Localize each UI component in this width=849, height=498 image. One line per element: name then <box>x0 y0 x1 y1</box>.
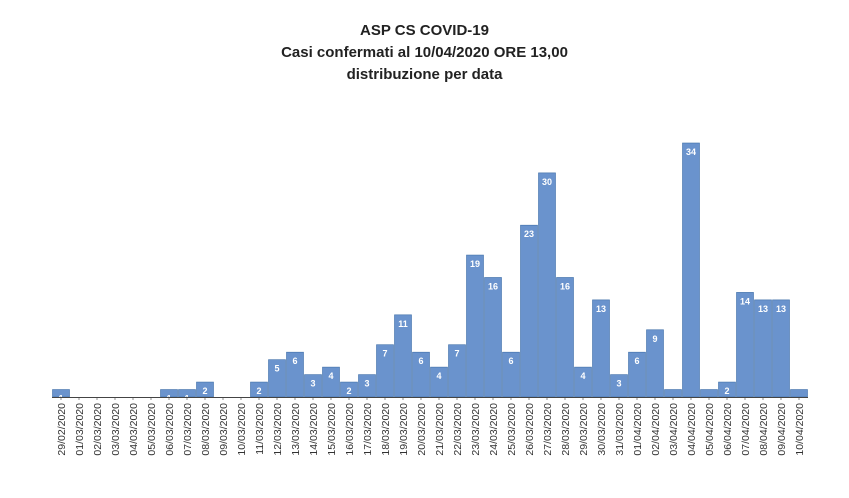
bar-value-label: 13 <box>758 304 768 314</box>
bar-value-label: 9 <box>652 334 657 344</box>
bar-value-label: 13 <box>776 304 786 314</box>
x-tick-label: 21/03/2020 <box>434 403 446 456</box>
bar-value-label: 13 <box>596 304 606 314</box>
x-tick-label: 18/03/2020 <box>380 403 392 456</box>
bar-value-label: 3 <box>616 379 621 389</box>
x-tick-label: 08/04/2020 <box>758 403 770 456</box>
x-tick-label: 05/03/2020 <box>146 403 158 456</box>
bar-value-label: 2 <box>202 386 207 396</box>
chart-title: ASP CS COVID-19 <box>360 22 489 39</box>
bar-value-label: 6 <box>508 356 513 366</box>
x-tick-label: 05/04/2020 <box>704 403 716 456</box>
x-tick-label: 11/03/2020 <box>254 403 266 455</box>
x-tick-label: 15/03/2020 <box>326 403 338 456</box>
x-tick-label: 09/04/2020 <box>776 403 788 456</box>
bar-value-label: 34 <box>686 147 696 157</box>
bar-04-04-2020 <box>682 142 700 398</box>
x-tick-label: 22/03/2020 <box>452 403 464 456</box>
bar-value-label: 19 <box>470 259 480 269</box>
x-tick-label: 13/03/2020 <box>290 403 302 456</box>
x-tick-label: 30/03/2020 <box>596 403 608 456</box>
bar-07-04-2020 <box>736 292 754 398</box>
bar-value-label: 16 <box>560 281 570 291</box>
bar-value-label: 16 <box>488 281 498 291</box>
x-tick-label: 07/03/2020 <box>182 403 194 456</box>
bar-value-label: 4 <box>436 371 441 381</box>
x-tick-label: 10/04/2020 <box>794 403 806 456</box>
bar-26-03-2020 <box>520 224 538 398</box>
bar-23-03-2020 <box>466 254 484 398</box>
bar-value-label: 4 <box>328 371 333 381</box>
bar-value-label: 6 <box>634 356 639 366</box>
bar-05-04-2020 <box>700 389 718 398</box>
bar-value-label: 6 <box>418 356 423 366</box>
x-tick-label: 10/03/2020 <box>236 403 248 456</box>
bar-28-03-2020 <box>556 277 574 398</box>
bar-value-label: 7 <box>454 349 459 359</box>
x-tick-label: 04/04/2020 <box>686 403 698 456</box>
bar-value-label: 5 <box>274 364 279 374</box>
bar-08-04-2020 <box>754 299 772 398</box>
x-tick-label: 24/03/2020 <box>488 403 500 456</box>
x-tick-label: 09/03/2020 <box>218 403 230 456</box>
bar-30-03-2020 <box>592 299 610 398</box>
x-tick-label: 20/03/2020 <box>416 403 428 456</box>
x-tick-label: 29/03/2020 <box>578 403 590 456</box>
x-tick-label: 03/04/2020 <box>668 403 680 456</box>
bar-value-label: 11 <box>398 319 408 329</box>
x-tick-label: 25/03/2020 <box>506 403 518 456</box>
bar-09-04-2020 <box>772 299 790 398</box>
bars-group <box>52 142 808 398</box>
bar-value-label: 2 <box>256 386 261 396</box>
x-tick-label: 14/03/2020 <box>308 403 320 456</box>
x-tick-label: 01/04/2020 <box>632 403 644 456</box>
chart-subtitle-date: Casi confermati al 10/04/2020 ORE 13,00 <box>281 44 568 61</box>
x-tick-label: 26/03/2020 <box>524 403 536 456</box>
bar-value-label: 2 <box>346 386 351 396</box>
x-tick-labels-group: 29/02/2020 01/03/2020 02/03/2020 03/03/2020… <box>56 397 806 456</box>
x-tick-label: 02/04/2020 <box>650 403 662 456</box>
x-tick-label: 27/03/2020 <box>542 403 554 456</box>
x-tick-label: 04/03/2020 <box>128 403 140 456</box>
x-tick-label: 01/03/2020 <box>74 403 86 456</box>
x-tick-label: 02/03/2020 <box>92 403 104 456</box>
bar-value-label: 4 <box>580 371 585 381</box>
bar-value-label: 14 <box>740 296 750 306</box>
x-tick-label: 08/03/2020 <box>200 403 212 456</box>
bar-10-04-2020 <box>790 389 808 398</box>
bar-value-label: 30 <box>542 177 552 187</box>
bar-value-label: 3 <box>364 379 369 389</box>
bar-value-label: 23 <box>524 229 534 239</box>
bar-value-label: 3 <box>310 379 315 389</box>
value-labels-group: 1 1 12 256342371164719166233016413369342141… <box>58 147 786 404</box>
bar-value-label: 2 <box>724 386 729 396</box>
x-tick-label: 31/03/2020 <box>614 403 626 456</box>
x-tick-label: 07/04/2020 <box>740 403 752 456</box>
bar-27-03-2020 <box>538 172 556 398</box>
x-tick-label: 12/03/2020 <box>272 403 284 456</box>
bar-value-label: 7 <box>382 349 387 359</box>
chart-titles: ASP CS COVID-19 Casi confermati al 10/04… <box>0 20 849 86</box>
x-tick-label: 29/02/2020 <box>56 403 68 456</box>
x-tick-label: 28/03/2020 <box>560 403 572 456</box>
x-tick-label: 06/04/2020 <box>722 403 734 456</box>
bar-03-04-2020 <box>664 389 682 398</box>
chart-subtitle-distribution: distribuzione per data <box>346 66 503 83</box>
x-tick-label: 16/03/2020 <box>344 403 356 456</box>
x-tick-label: 17/03/2020 <box>362 403 374 456</box>
bar-24-03-2020 <box>484 277 502 398</box>
bar-value-label: 6 <box>292 356 297 366</box>
x-tick-label: 06/03/2020 <box>164 403 176 456</box>
x-tick-label: 19/03/2020 <box>398 403 410 456</box>
x-tick-label: 23/03/2020 <box>470 403 482 456</box>
x-tick-label: 03/03/2020 <box>110 403 122 456</box>
